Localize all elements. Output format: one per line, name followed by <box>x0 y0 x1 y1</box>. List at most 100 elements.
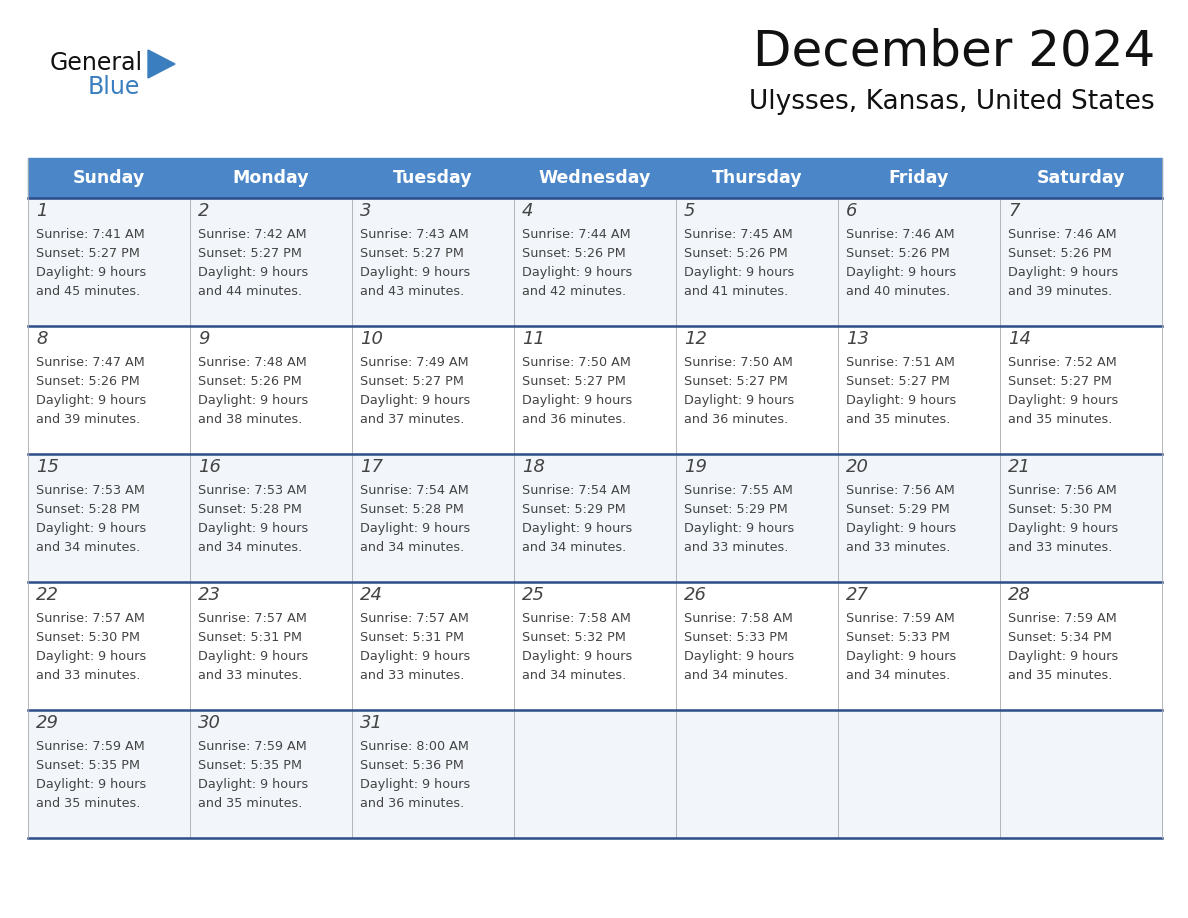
Text: Sunset: 5:26 PM: Sunset: 5:26 PM <box>522 247 626 260</box>
Text: Sunrise: 7:55 AM: Sunrise: 7:55 AM <box>684 484 792 497</box>
Text: Daylight: 9 hours: Daylight: 9 hours <box>522 522 632 535</box>
Text: Sunset: 5:30 PM: Sunset: 5:30 PM <box>1007 503 1112 516</box>
Text: Sunset: 5:26 PM: Sunset: 5:26 PM <box>1007 247 1112 260</box>
Text: 15: 15 <box>36 458 59 476</box>
Text: Sunrise: 7:58 AM: Sunrise: 7:58 AM <box>684 612 792 625</box>
Text: Sunrise: 7:46 AM: Sunrise: 7:46 AM <box>1007 228 1117 241</box>
Text: and 35 minutes.: and 35 minutes. <box>1007 413 1112 426</box>
Bar <box>29 582 1162 710</box>
Text: Daylight: 9 hours: Daylight: 9 hours <box>198 266 308 279</box>
Text: 25: 25 <box>522 586 545 604</box>
Text: 13: 13 <box>846 330 868 348</box>
Text: and 35 minutes.: and 35 minutes. <box>846 413 950 426</box>
Text: Sunset: 5:27 PM: Sunset: 5:27 PM <box>36 247 140 260</box>
Text: and 38 minutes.: and 38 minutes. <box>198 413 303 426</box>
Text: Daylight: 9 hours: Daylight: 9 hours <box>846 522 956 535</box>
Text: December 2024: December 2024 <box>753 28 1155 76</box>
Text: and 41 minutes.: and 41 minutes. <box>684 285 789 298</box>
Text: 12: 12 <box>684 330 707 348</box>
Text: and 39 minutes.: and 39 minutes. <box>1007 285 1112 298</box>
Text: 16: 16 <box>198 458 221 476</box>
Text: and 33 minutes.: and 33 minutes. <box>846 541 950 554</box>
Text: Sunrise: 7:59 AM: Sunrise: 7:59 AM <box>1007 612 1117 625</box>
Text: 2: 2 <box>198 202 209 220</box>
Text: 20: 20 <box>846 458 868 476</box>
Text: 8: 8 <box>36 330 48 348</box>
Text: Sunrise: 7:52 AM: Sunrise: 7:52 AM <box>1007 356 1117 369</box>
Text: Sunset: 5:26 PM: Sunset: 5:26 PM <box>198 375 302 388</box>
Text: and 43 minutes.: and 43 minutes. <box>360 285 465 298</box>
Text: Daylight: 9 hours: Daylight: 9 hours <box>522 266 632 279</box>
Text: Saturday: Saturday <box>1037 169 1125 187</box>
Text: Daylight: 9 hours: Daylight: 9 hours <box>36 650 146 663</box>
Text: Daylight: 9 hours: Daylight: 9 hours <box>360 394 470 407</box>
Text: and 35 minutes.: and 35 minutes. <box>36 797 140 810</box>
Text: Sunset: 5:35 PM: Sunset: 5:35 PM <box>36 759 140 772</box>
Text: 3: 3 <box>360 202 372 220</box>
Text: and 33 minutes.: and 33 minutes. <box>684 541 789 554</box>
Text: Daylight: 9 hours: Daylight: 9 hours <box>522 650 632 663</box>
Text: Daylight: 9 hours: Daylight: 9 hours <box>1007 266 1118 279</box>
Text: 5: 5 <box>684 202 695 220</box>
Text: and 36 minutes.: and 36 minutes. <box>360 797 465 810</box>
Text: Sunset: 5:28 PM: Sunset: 5:28 PM <box>36 503 140 516</box>
Text: and 33 minutes.: and 33 minutes. <box>198 669 303 682</box>
Text: and 44 minutes.: and 44 minutes. <box>198 285 302 298</box>
Text: Daylight: 9 hours: Daylight: 9 hours <box>36 522 146 535</box>
Text: Sunset: 5:29 PM: Sunset: 5:29 PM <box>522 503 626 516</box>
Text: Daylight: 9 hours: Daylight: 9 hours <box>36 266 146 279</box>
Text: Sunrise: 7:57 AM: Sunrise: 7:57 AM <box>36 612 145 625</box>
Text: and 37 minutes.: and 37 minutes. <box>360 413 465 426</box>
Text: Daylight: 9 hours: Daylight: 9 hours <box>36 778 146 791</box>
Text: Daylight: 9 hours: Daylight: 9 hours <box>684 650 795 663</box>
Text: Sunset: 5:27 PM: Sunset: 5:27 PM <box>360 247 463 260</box>
Text: Sunrise: 7:49 AM: Sunrise: 7:49 AM <box>360 356 468 369</box>
Text: Sunrise: 7:44 AM: Sunrise: 7:44 AM <box>522 228 631 241</box>
Text: Sunrise: 7:43 AM: Sunrise: 7:43 AM <box>360 228 469 241</box>
Text: Sunset: 5:26 PM: Sunset: 5:26 PM <box>684 247 788 260</box>
Text: Wednesday: Wednesday <box>539 169 651 187</box>
Text: Sunday: Sunday <box>72 169 145 187</box>
Text: Sunrise: 7:56 AM: Sunrise: 7:56 AM <box>1007 484 1117 497</box>
Text: Daylight: 9 hours: Daylight: 9 hours <box>360 266 470 279</box>
Text: Daylight: 9 hours: Daylight: 9 hours <box>846 394 956 407</box>
Text: Sunrise: 7:59 AM: Sunrise: 7:59 AM <box>198 740 307 753</box>
Text: Sunrise: 7:53 AM: Sunrise: 7:53 AM <box>36 484 145 497</box>
Text: and 34 minutes.: and 34 minutes. <box>36 541 140 554</box>
Text: Sunset: 5:34 PM: Sunset: 5:34 PM <box>1007 631 1112 644</box>
Text: 18: 18 <box>522 458 545 476</box>
Text: Daylight: 9 hours: Daylight: 9 hours <box>684 266 795 279</box>
Text: and 34 minutes.: and 34 minutes. <box>684 669 789 682</box>
Text: Sunset: 5:31 PM: Sunset: 5:31 PM <box>360 631 465 644</box>
Text: Daylight: 9 hours: Daylight: 9 hours <box>360 650 470 663</box>
Text: Sunset: 5:28 PM: Sunset: 5:28 PM <box>198 503 302 516</box>
Text: 17: 17 <box>360 458 383 476</box>
Text: Blue: Blue <box>88 75 140 99</box>
Text: 24: 24 <box>360 586 383 604</box>
Text: Sunset: 5:27 PM: Sunset: 5:27 PM <box>360 375 463 388</box>
Text: and 33 minutes.: and 33 minutes. <box>1007 541 1112 554</box>
Text: Sunrise: 8:00 AM: Sunrise: 8:00 AM <box>360 740 469 753</box>
Text: 26: 26 <box>684 586 707 604</box>
Text: Sunset: 5:30 PM: Sunset: 5:30 PM <box>36 631 140 644</box>
Text: and 45 minutes.: and 45 minutes. <box>36 285 140 298</box>
Text: and 33 minutes.: and 33 minutes. <box>360 669 465 682</box>
Text: Sunrise: 7:58 AM: Sunrise: 7:58 AM <box>522 612 631 625</box>
Text: Daylight: 9 hours: Daylight: 9 hours <box>1007 522 1118 535</box>
Text: Sunset: 5:29 PM: Sunset: 5:29 PM <box>846 503 949 516</box>
Text: Sunrise: 7:59 AM: Sunrise: 7:59 AM <box>36 740 145 753</box>
Text: Daylight: 9 hours: Daylight: 9 hours <box>198 650 308 663</box>
Text: Daylight: 9 hours: Daylight: 9 hours <box>1007 394 1118 407</box>
Text: Sunset: 5:27 PM: Sunset: 5:27 PM <box>198 247 302 260</box>
Bar <box>29 198 1162 326</box>
Text: Sunrise: 7:57 AM: Sunrise: 7:57 AM <box>198 612 307 625</box>
Text: 14: 14 <box>1007 330 1031 348</box>
Text: Sunset: 5:27 PM: Sunset: 5:27 PM <box>846 375 950 388</box>
Text: and 35 minutes.: and 35 minutes. <box>1007 669 1112 682</box>
Text: 1: 1 <box>36 202 48 220</box>
Text: Sunrise: 7:54 AM: Sunrise: 7:54 AM <box>522 484 631 497</box>
Text: 27: 27 <box>846 586 868 604</box>
Text: and 34 minutes.: and 34 minutes. <box>198 541 302 554</box>
Text: Daylight: 9 hours: Daylight: 9 hours <box>360 522 470 535</box>
Text: Daylight: 9 hours: Daylight: 9 hours <box>684 394 795 407</box>
